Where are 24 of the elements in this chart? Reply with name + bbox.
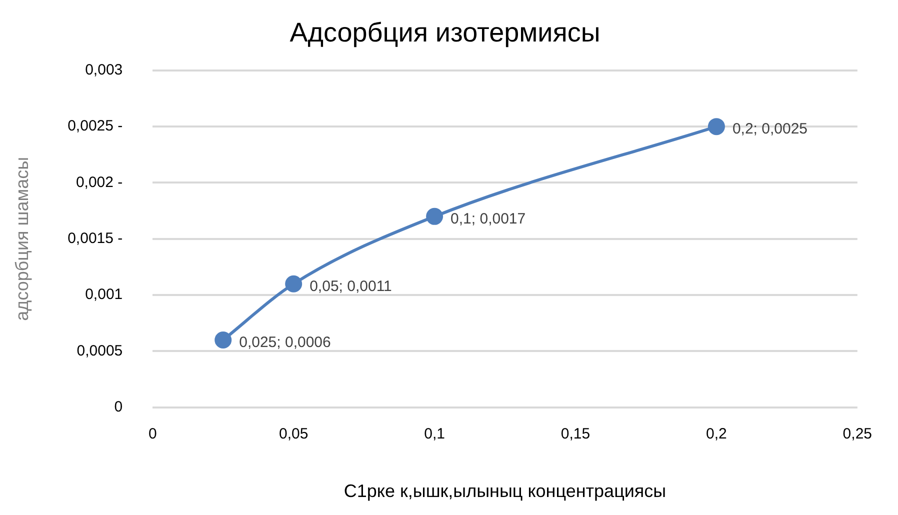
y-axis-title: адсорбция шамасы: [12, 156, 32, 321]
y-tick-label: 0: [114, 398, 123, 416]
x-axis-title: С1рке к,ышк,ылыныц концентрациясы: [344, 481, 666, 502]
y-tick-label: 0,0005: [76, 342, 123, 360]
y-tick-label: 0,0015 -: [68, 230, 123, 248]
data-label: 0,05; 0,0011: [310, 278, 392, 295]
y-tick-label: 0,002 -: [76, 174, 123, 191]
data-label: 0,1; 0,0017: [450, 210, 526, 228]
x-tick-label: 0,1: [424, 426, 445, 443]
y-tick-label: 0,0025 -: [68, 118, 123, 135]
data-label: 0,025; 0,0006: [239, 334, 331, 352]
chart-title: Адсорбция изотермиясы: [290, 18, 600, 48]
y-tick-label: 0,001: [85, 286, 123, 304]
point: [426, 208, 444, 225]
point: [708, 118, 725, 136]
x-tick-label: 0,05: [278, 426, 308, 443]
x-tick-label: 0,25: [842, 426, 872, 443]
data-label: 0,2; 0,0025: [732, 120, 808, 138]
x-tick-label: 0,15: [560, 426, 590, 443]
point: [285, 275, 302, 292]
point: [214, 332, 232, 348]
y-tick-label: 0,003: [85, 62, 123, 79]
x-tick-label: 0: [148, 426, 157, 443]
x-tick-label: 0,2: [706, 426, 727, 443]
